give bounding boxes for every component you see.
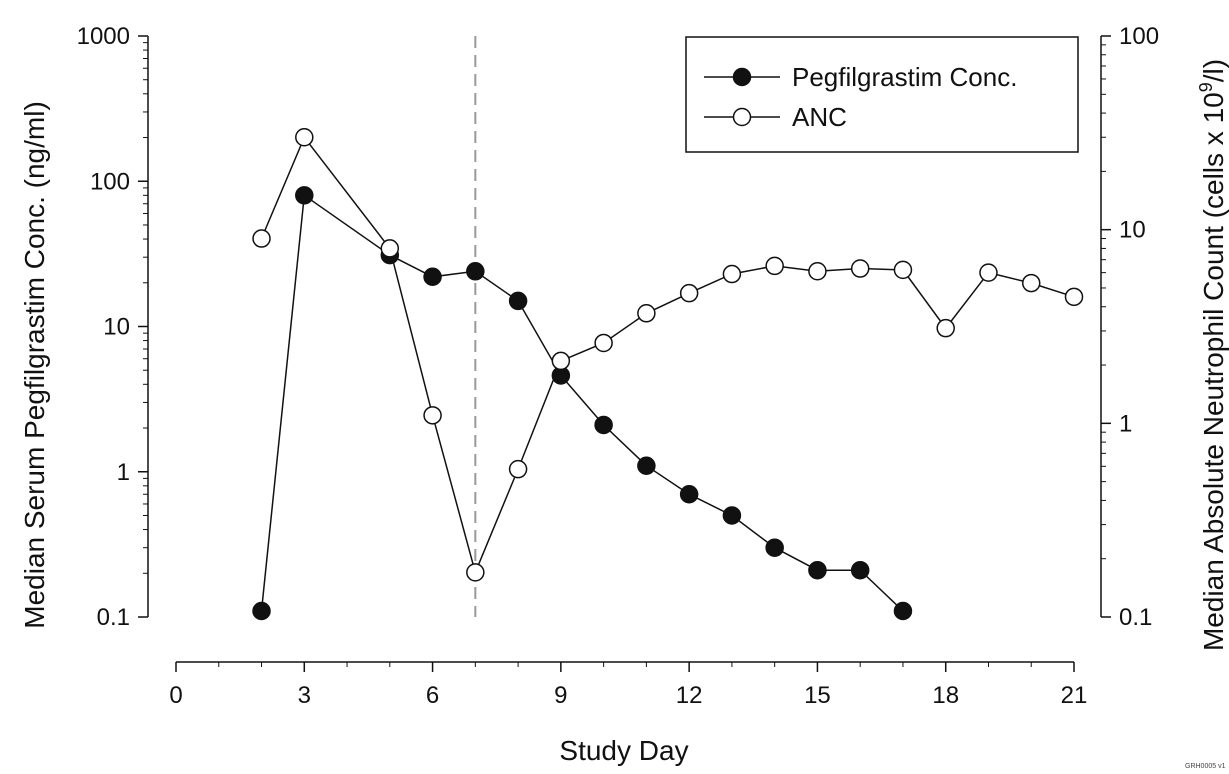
data-point-pegfilgrastim (508, 291, 528, 311)
y-left-tick-label: 1000 (77, 23, 130, 50)
y-left-tick-label: 100 (90, 168, 130, 195)
legend-label-pegfilgrastim: Pegfilgrastim Conc. (792, 62, 1017, 92)
data-point-anc (850, 259, 870, 278)
data-point-pegfilgrastim (850, 560, 870, 580)
y-left-tick-label: 1 (117, 459, 130, 486)
y-left-tick-label: 10 (103, 314, 130, 341)
data-point-pegfilgrastim (252, 601, 271, 621)
data-point-anc (594, 333, 613, 353)
legend-marker-anc (732, 107, 752, 127)
data-point-anc (722, 264, 742, 284)
y-axis-right-title: Median Absolute Neutrophil Count (cells … (1196, 59, 1229, 651)
data-point-anc (637, 304, 656, 323)
series-line-anc (260, 135, 1075, 575)
y-axis-right-title-exp: 9 (1196, 82, 1216, 92)
data-point-anc (936, 318, 955, 338)
x-tick-label: 21 (1061, 682, 1088, 709)
x-tick-label: 9 (554, 682, 567, 709)
x-tick-label: 6 (426, 682, 439, 709)
data-point-anc (979, 263, 998, 282)
data-point-anc (423, 406, 442, 425)
y-left-tick-label: 0.1 (97, 604, 130, 631)
series-group (252, 128, 1084, 621)
y-axis-right-title-prefix: Median Absolute Neutrophil Count (cells … (1198, 92, 1229, 651)
series-line-pegfilgrastim (260, 193, 904, 612)
x-axis-title: Study Day (559, 735, 688, 766)
data-point-pegfilgrastim (893, 601, 913, 621)
data-point-anc (808, 261, 827, 281)
data-point-anc (466, 563, 485, 582)
data-point-anc (679, 283, 699, 303)
y-right-tick-label: 10 (1119, 217, 1146, 244)
data-point-anc (508, 459, 528, 479)
data-point-anc (1021, 273, 1041, 293)
data-point-pegfilgrastim (722, 506, 742, 525)
data-point-anc (551, 351, 571, 371)
x-tick-label: 18 (932, 682, 959, 709)
y-right-tick-label: 100 (1119, 23, 1159, 50)
data-point-pegfilgrastim (679, 484, 699, 504)
y-axis-right-title-suffix: /l) (1198, 59, 1229, 82)
legend-label-anc: ANC (792, 102, 847, 132)
y-right-tick-label: 1 (1119, 410, 1132, 437)
data-point-pegfilgrastim (466, 262, 485, 281)
x-tick-label: 15 (804, 682, 831, 709)
y-axis-left-title: Median Serum Pegfilgrastim Conc. (ng/ml) (19, 101, 50, 629)
data-point-pegfilgrastim (423, 267, 442, 287)
data-point-anc (1064, 287, 1084, 307)
x-tick-label: 12 (676, 682, 703, 709)
data-point-pegfilgrastim (295, 186, 314, 205)
legend: Pegfilgrastim Conc. ANC (685, 36, 1079, 153)
x-tick-label: 3 (298, 682, 311, 709)
data-point-anc (380, 239, 400, 258)
data-point-anc (765, 256, 784, 276)
legend-box (685, 36, 1079, 153)
data-point-anc (252, 229, 271, 248)
data-point-anc (295, 128, 314, 147)
y-right-tick-label: 0.1 (1119, 604, 1152, 631)
legend-marker-pegfilgrastim (732, 67, 752, 87)
x-tick-label: 0 (169, 682, 182, 709)
data-point-pegfilgrastim (808, 560, 827, 580)
data-point-anc (893, 260, 913, 280)
data-point-pegfilgrastim (594, 415, 613, 435)
data-point-pegfilgrastim (637, 456, 656, 475)
footnote: GRH0005 v1 (1185, 763, 1226, 770)
data-point-pegfilgrastim (765, 538, 784, 557)
